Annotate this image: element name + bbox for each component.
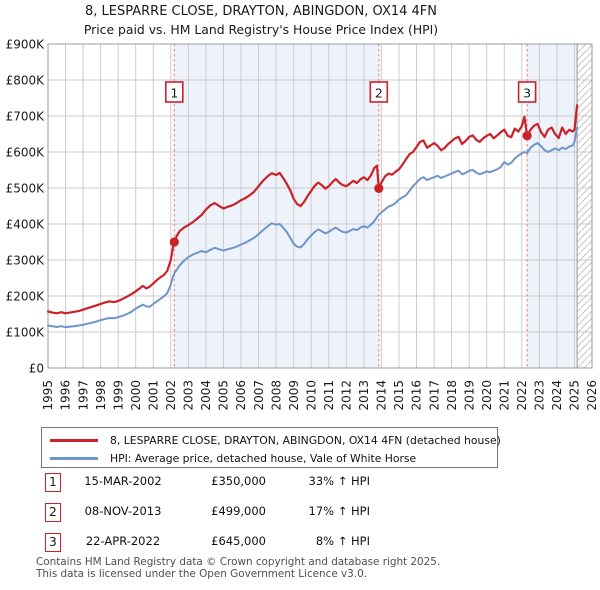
x-tick-label: 2000 bbox=[129, 380, 143, 411]
x-tick-label: 1998 bbox=[94, 380, 108, 411]
sale-number-badge: 3 bbox=[45, 533, 61, 552]
x-tick-label: 2004 bbox=[199, 380, 213, 411]
y-tick-label: £200K bbox=[6, 289, 46, 303]
sale-marker-dot-3 bbox=[522, 131, 532, 141]
y-tick-label: £100K bbox=[6, 325, 46, 339]
sale-row-1: 1 15-MAR-2002 £350,000 33% ↑ HPI bbox=[0, 473, 600, 493]
legend-swatch-hpi-line bbox=[50, 456, 98, 460]
sale-hpi-delta: 17% ↑ HPI bbox=[308, 504, 370, 518]
sale-marker-flag-2 bbox=[369, 81, 389, 103]
sale-marker-flag-label-2: 2 bbox=[375, 86, 383, 101]
x-tick-label: 2009 bbox=[287, 380, 301, 411]
sale-price: £645,000 bbox=[211, 534, 266, 548]
x-tick-label: 2001 bbox=[147, 380, 161, 411]
sale-price: £499,000 bbox=[211, 504, 266, 518]
chart-titles: 8, LESPARRE CLOSE, DRAYTON, ABINGDON, OX… bbox=[0, 2, 522, 39]
y-tick-label: £600K bbox=[6, 145, 46, 159]
y-tick-label: £900K bbox=[6, 37, 46, 51]
x-tick-label: 2005 bbox=[217, 380, 231, 411]
x-tick-label: 2003 bbox=[182, 380, 196, 411]
x-tick-label: 2026 bbox=[585, 380, 599, 411]
sale-price: £350,000 bbox=[211, 474, 266, 488]
x-tick-label: 2020 bbox=[480, 380, 494, 411]
x-tick-label: 2002 bbox=[164, 380, 178, 411]
sale-hpi-delta: 33% ↑ HPI bbox=[308, 474, 370, 488]
x-tick-label: 2015 bbox=[392, 380, 406, 411]
legend-label-hpi: HPI: Average price, detached house, Vale… bbox=[110, 451, 417, 465]
x-tick-label: 2008 bbox=[269, 380, 283, 411]
x-tick-label: 2019 bbox=[462, 380, 476, 411]
page-title: 8, LESPARRE CLOSE, DRAYTON, ABINGDON, OX… bbox=[84, 4, 437, 19]
sale-marker-flag-label-3: 3 bbox=[523, 86, 531, 101]
price-chart: 1 2 3 £0 £100K £200K £300K £400K £500K £600K £700K… bbox=[6, 37, 600, 411]
sale-date: 08-NOV-2013 bbox=[84, 504, 162, 518]
x-tick-label: 2014 bbox=[375, 380, 389, 411]
hpi-line bbox=[47, 126, 579, 329]
x-tick-label: 2025 bbox=[568, 380, 582, 411]
future-hatch-region bbox=[577, 44, 592, 368]
x-tick-label: 2018 bbox=[445, 380, 459, 411]
sale-marker-flag-1 bbox=[165, 81, 184, 103]
sale-number-badge: 2 bbox=[45, 503, 61, 522]
x-tick-label: 2017 bbox=[427, 380, 441, 411]
x-tick-label: 2006 bbox=[234, 380, 248, 411]
sale-hpi-delta: 8% ↑ HPI bbox=[315, 534, 370, 548]
y-tick-label: £800K bbox=[6, 73, 46, 87]
x-tick-label: 2016 bbox=[410, 380, 424, 411]
x-tick-label: 2023 bbox=[533, 380, 547, 411]
sale-date: 15-MAR-2002 bbox=[84, 474, 162, 488]
x-tick-label: 1999 bbox=[111, 380, 125, 411]
footer-line1: Contains HM Land Registry data © Crown c… bbox=[36, 556, 441, 568]
y-tick-label: £0 bbox=[29, 361, 44, 375]
legend-row-hpi: HPI: Average price, detached house, Vale… bbox=[50, 449, 493, 467]
x-tick-label: 2022 bbox=[515, 380, 529, 411]
sale-date: 22-APR-2022 bbox=[85, 534, 161, 548]
legend-row-property: 8, LESPARRE CLOSE, DRAYTON, ABINGDON, OX… bbox=[50, 431, 501, 449]
sale-marker-flag-label-1: 1 bbox=[170, 86, 178, 101]
legend-label-property: 8, LESPARRE CLOSE, DRAYTON, ABINGDON, OX… bbox=[110, 433, 501, 447]
legend-swatch-property-line bbox=[50, 438, 98, 442]
sale-marker-dot-2 bbox=[374, 183, 384, 193]
plot-border bbox=[47, 43, 593, 369]
y-tick-label: £400K bbox=[6, 217, 46, 231]
y-tick-label: £500K bbox=[6, 181, 46, 195]
sale-number-badge: 1 bbox=[45, 473, 61, 492]
footer-line2: This data is licensed under the Open Gov… bbox=[36, 568, 368, 580]
page-subtitle: Price paid vs. HM Land Registry's House … bbox=[83, 22, 439, 37]
x-tick-label: 2011 bbox=[322, 380, 336, 411]
x-tick-label: 1997 bbox=[76, 380, 90, 411]
x-tick-label: 1996 bbox=[59, 380, 73, 411]
x-tick-label: 2012 bbox=[340, 380, 354, 411]
sale-marker-dot-1 bbox=[169, 237, 179, 247]
chart-legend: 8, LESPARRE CLOSE, DRAYTON, ABINGDON, OX… bbox=[41, 427, 501, 468]
x-tick-label: 2021 bbox=[498, 380, 512, 411]
y-tick-label: £300K bbox=[6, 253, 46, 267]
x-tick-label: 2007 bbox=[252, 380, 266, 411]
sale-marker-flag-3 bbox=[517, 81, 537, 103]
x-tick-label: 2010 bbox=[304, 380, 318, 411]
sale-row-3: 3 22-APR-2022 £645,000 8% ↑ HPI bbox=[0, 533, 600, 553]
x-tick-label: 2024 bbox=[550, 380, 564, 411]
sale-row-2: 2 08-NOV-2013 £499,000 17% ↑ HPI bbox=[0, 503, 600, 523]
property-price-line bbox=[46, 104, 579, 315]
x-tick-label: 1995 bbox=[41, 380, 55, 411]
x-tick-label: 2013 bbox=[357, 380, 371, 411]
license-footer: Contains HM Land Registry data © Crown c… bbox=[36, 556, 596, 580]
y-tick-label: £700K bbox=[6, 109, 46, 123]
